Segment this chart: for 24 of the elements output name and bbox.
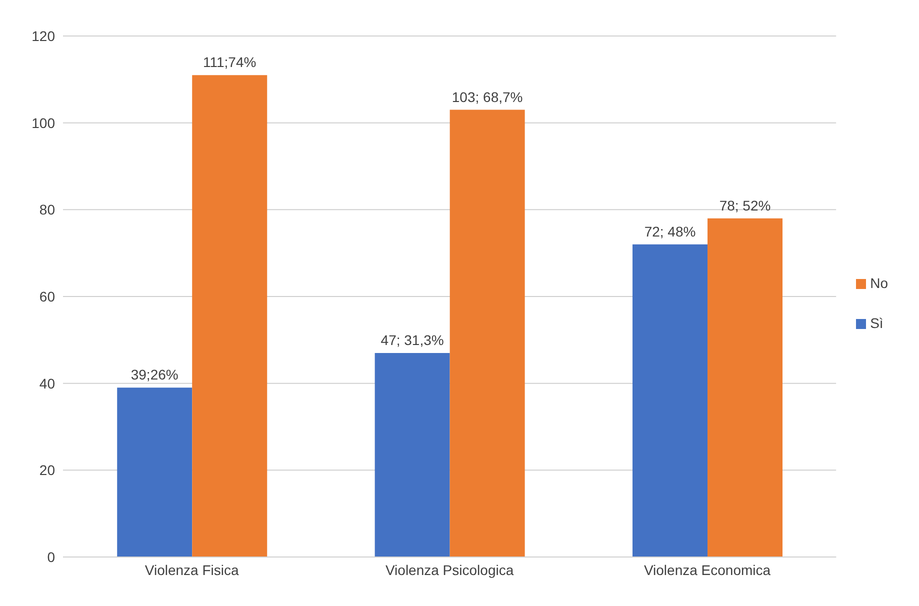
x-tick-label: Violenza Economica — [644, 562, 771, 578]
legend-label: No — [870, 275, 888, 291]
bar — [192, 75, 268, 557]
bar — [374, 352, 450, 557]
y-tick-label: 100 — [32, 114, 56, 131]
data-label: 103; 68,7% — [452, 88, 523, 105]
y-tick-label: 80 — [39, 202, 56, 218]
y-tick-label: 40 — [39, 375, 56, 392]
data-label: 78; 52% — [719, 197, 771, 214]
data-label: 39;26% — [130, 366, 178, 383]
x-tick-label: Violenza Fisica — [144, 562, 240, 578]
y-tick-label: 60 — [39, 288, 56, 304]
data-label: 72; 48% — [644, 223, 696, 240]
bar — [450, 110, 525, 557]
bar — [708, 218, 783, 557]
bar — [632, 244, 708, 557]
y-tick-label: 20 — [39, 462, 56, 478]
data-label: 111;74% — [203, 54, 256, 70]
x-tick-label: Violenza Psicologica — [385, 562, 514, 578]
bar — [117, 388, 192, 557]
data-label: 47; 31,3% — [380, 332, 444, 348]
legend-label: Sì — [870, 315, 884, 331]
y-tick-label: 120 — [32, 28, 56, 44]
y-tick-label: 0 — [47, 548, 56, 565]
